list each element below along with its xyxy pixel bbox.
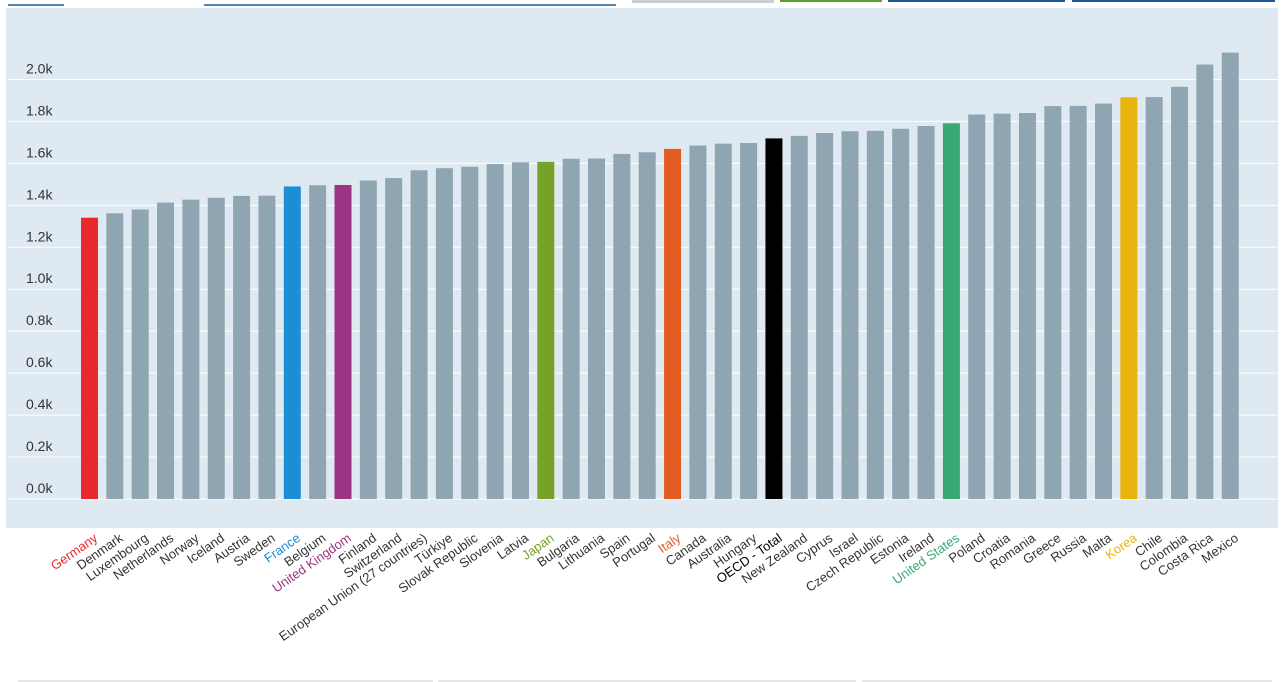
bar-australia[interactable] — [714, 143, 732, 499]
bar-iceland[interactable] — [207, 197, 225, 499]
bar-t-rkiye[interactable] — [435, 168, 453, 499]
bar-new-zealand[interactable] — [790, 135, 808, 499]
bar-lithuania[interactable] — [588, 158, 605, 500]
bar-switzerland[interactable] — [385, 178, 403, 500]
bar-japan[interactable] — [537, 161, 555, 499]
y-axis-tick-labels: 0.0k 0.2k 0.4k 0.6k 0.8k 1.0k 1.2k 1.4k 1.6k 1.8k… — [26, 60, 53, 496]
bar-spain[interactable] — [613, 153, 631, 500]
y-tick-label: 1.2k — [26, 228, 53, 244]
bar-european-union-27-countries[interactable] — [410, 170, 428, 500]
bar-malta[interactable] — [1095, 103, 1112, 499]
top-tab-active[interactable] — [92, 0, 204, 6]
y-tick-label: 0.6k — [26, 354, 53, 370]
bar-czech-republic[interactable] — [866, 130, 884, 499]
bar-denmark[interactable] — [106, 213, 124, 500]
bottom-control-3[interactable] — [862, 680, 1272, 682]
top-control-blue-1[interactable] — [888, 0, 1065, 2]
y-tick-label: 1.0k — [26, 270, 53, 286]
bottom-control-2[interactable] — [438, 680, 856, 682]
y-tick-label: 1.8k — [26, 102, 53, 118]
bar-germany[interactable] — [81, 217, 98, 499]
bar-belgium[interactable] — [309, 185, 327, 499]
bar-finland[interactable] — [359, 180, 377, 499]
bar-united-kingdom[interactable] — [334, 184, 352, 499]
bar-croatia[interactable] — [993, 113, 1011, 500]
bar-slovak-republic[interactable] — [461, 166, 479, 499]
y-tick-label: 0.8k — [26, 312, 53, 328]
y-tick-label: 2.0k — [26, 60, 53, 76]
bar-chile[interactable] — [1145, 97, 1163, 499]
y-tick-label: 1.4k — [26, 186, 53, 202]
bottom-controls — [18, 680, 1272, 682]
bar-costa-rica[interactable] — [1196, 64, 1214, 499]
bar-sweden[interactable] — [258, 195, 276, 500]
bar-canada[interactable] — [689, 145, 707, 499]
bar-hungary[interactable] — [740, 143, 758, 499]
bar-italy[interactable] — [664, 148, 682, 499]
bar-luxembourg[interactable] — [131, 209, 149, 499]
bar-cyprus[interactable] — [816, 132, 834, 499]
bar-israel[interactable] — [841, 131, 859, 499]
bottom-control-1[interactable] — [18, 680, 433, 682]
bar-poland[interactable] — [968, 114, 986, 500]
bar-bulgaria[interactable] — [562, 158, 580, 499]
bar-oecd-total[interactable] — [765, 138, 783, 499]
bar-colombia[interactable] — [1171, 86, 1189, 500]
bar-russia[interactable] — [1069, 105, 1087, 499]
bar-ireland[interactable] — [917, 126, 935, 500]
bar-netherlands[interactable] — [157, 202, 175, 499]
bar-latvia[interactable] — [511, 162, 529, 499]
bar-france[interactable] — [283, 186, 301, 499]
top-control-blue-2[interactable] — [1072, 0, 1275, 2]
bar-portugal[interactable] — [638, 152, 656, 499]
bar-mexico[interactable] — [1221, 52, 1239, 499]
top-control-grey[interactable] — [632, 0, 774, 3]
bar-romania[interactable] — [1018, 113, 1036, 500]
bar-slovenia[interactable] — [486, 163, 504, 500]
bar-korea[interactable] — [1120, 97, 1138, 499]
y-tick-label: 0.0k — [26, 480, 53, 496]
top-controls — [8, 0, 1275, 6]
y-tick-label: 0.2k — [26, 438, 53, 454]
bar-estonia[interactable] — [892, 128, 910, 499]
bar-greece[interactable] — [1044, 106, 1062, 499]
bars — [81, 52, 1239, 500]
bar-norway[interactable] — [182, 199, 200, 499]
bar-austria[interactable] — [233, 195, 251, 499]
y-tick-label: 0.4k — [26, 396, 53, 412]
y-tick-label: 1.6k — [26, 144, 53, 160]
top-control-green[interactable] — [780, 0, 882, 2]
bar-united-states[interactable] — [942, 123, 960, 500]
x-axis-category-labels: GermanyDenmarkLuxembourgNetherlandsNorwa… — [48, 530, 1241, 644]
